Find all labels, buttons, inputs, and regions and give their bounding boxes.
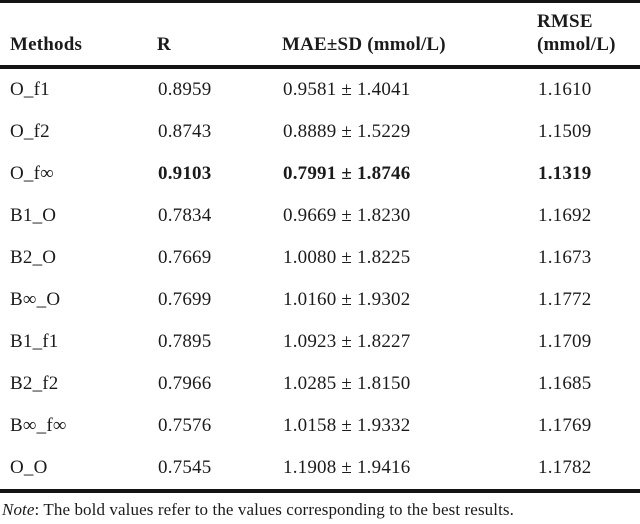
cell-rmse: 1.1769 <box>538 415 592 436</box>
table-row: B∞_O 0.7699 1.0160 ± 1.9302 1.1772 <box>0 279 640 321</box>
col-header-mae-sd: MAE±SD (mmol/L) <box>282 34 446 55</box>
cell-method: O_f2 <box>10 121 50 142</box>
col-header-r: R <box>157 34 171 55</box>
cell-mae-sd: 0.9669 ± 1.8230 <box>283 205 411 226</box>
cell-r: 0.7576 <box>158 415 212 436</box>
cell-method: B∞_f∞ <box>10 415 67 436</box>
cell-r: 0.8959 <box>158 79 212 100</box>
cell-rmse: 1.1782 <box>538 457 592 478</box>
cell-rmse: 1.1509 <box>538 121 592 142</box>
cell-r: 0.7895 <box>158 331 212 352</box>
cell-r: 0.7699 <box>158 289 212 310</box>
table-row: B1_O 0.7834 0.9669 ± 1.8230 1.1692 <box>0 195 640 237</box>
header-row: Methods R MAE±SD (mmol/L) RMSE (mmol/L) <box>0 2 640 68</box>
table-note: Note: The bold values refer to the value… <box>2 500 640 520</box>
table-row: B∞_f∞ 0.7576 1.0158 ± 1.9332 1.1769 <box>0 405 640 447</box>
cell-mae-sd: 0.9581 ± 1.4041 <box>283 79 411 100</box>
table-row: O_f1 0.8959 0.9581 ± 1.4041 1.1610 <box>0 67 640 111</box>
cell-method: B1_O <box>10 205 57 226</box>
cell-r: 0.8743 <box>158 121 212 142</box>
table-row: B2_O 0.7669 1.0080 ± 1.8225 1.1673 <box>0 237 640 279</box>
cell-method: O_f1 <box>10 79 50 100</box>
cell-r: 0.9103 <box>158 163 212 184</box>
cell-rmse: 1.1709 <box>538 331 592 352</box>
results-table: Methods R MAE±SD (mmol/L) RMSE (mmol/L) … <box>0 0 640 491</box>
cell-method: O_f∞ <box>10 163 54 184</box>
cell-rmse: 1.1772 <box>538 289 592 310</box>
note-text: : The bold values refer to the values co… <box>34 500 514 519</box>
cell-rmse: 1.1610 <box>538 79 592 100</box>
cell-method: B2_O <box>10 247 57 268</box>
cell-r: 0.7834 <box>158 205 212 226</box>
cell-r: 0.7966 <box>158 373 212 394</box>
cell-mae-sd: 0.8889 ± 1.5229 <box>283 121 411 142</box>
cell-method: B2_f2 <box>10 373 59 394</box>
cell-mae-sd: 0.7991 ± 1.8746 <box>283 163 411 184</box>
table-row: O_f∞ 0.9103 0.7991 ± 1.8746 1.1319 <box>0 153 640 195</box>
cell-r: 0.7669 <box>158 247 212 268</box>
table-body: O_f1 0.8959 0.9581 ± 1.4041 1.1610 O_f2 … <box>0 67 640 491</box>
table-row: B2_f2 0.7966 1.0285 ± 1.8150 1.1685 <box>0 363 640 405</box>
cell-mae-sd: 1.1908 ± 1.9416 <box>283 457 411 478</box>
cell-mae-sd: 1.0080 ± 1.8225 <box>283 247 411 268</box>
cell-mae-sd: 1.0158 ± 1.9332 <box>283 415 411 436</box>
cell-mae-sd: 1.0285 ± 1.8150 <box>283 373 411 394</box>
cell-method: B1_f1 <box>10 331 59 352</box>
cell-rmse: 1.1673 <box>538 247 592 268</box>
col-header-rmse-line2: (mmol/L) <box>537 34 616 55</box>
table-row: B1_f1 0.7895 1.0923 ± 1.8227 1.1709 <box>0 321 640 363</box>
cell-mae-sd: 1.0923 ± 1.8227 <box>283 331 411 352</box>
table-row: O_f2 0.8743 0.8889 ± 1.5229 1.1509 <box>0 111 640 153</box>
cell-r: 0.7545 <box>158 457 212 478</box>
cell-method: O_O <box>10 457 48 478</box>
cell-rmse: 1.1692 <box>538 205 592 226</box>
cell-rmse: 1.1685 <box>538 373 592 394</box>
col-header-rmse-line1: RMSE <box>537 11 593 32</box>
cell-method: B∞_O <box>10 289 61 310</box>
table-row: O_O 0.7545 1.1908 ± 1.9416 1.1782 <box>0 447 640 491</box>
col-header-rmse: RMSE (mmol/L) <box>537 2 640 68</box>
note-label: Note <box>2 500 35 519</box>
cell-mae-sd: 1.0160 ± 1.9302 <box>283 289 411 310</box>
cell-rmse: 1.1319 <box>538 163 592 184</box>
col-header-methods: Methods <box>10 34 83 55</box>
